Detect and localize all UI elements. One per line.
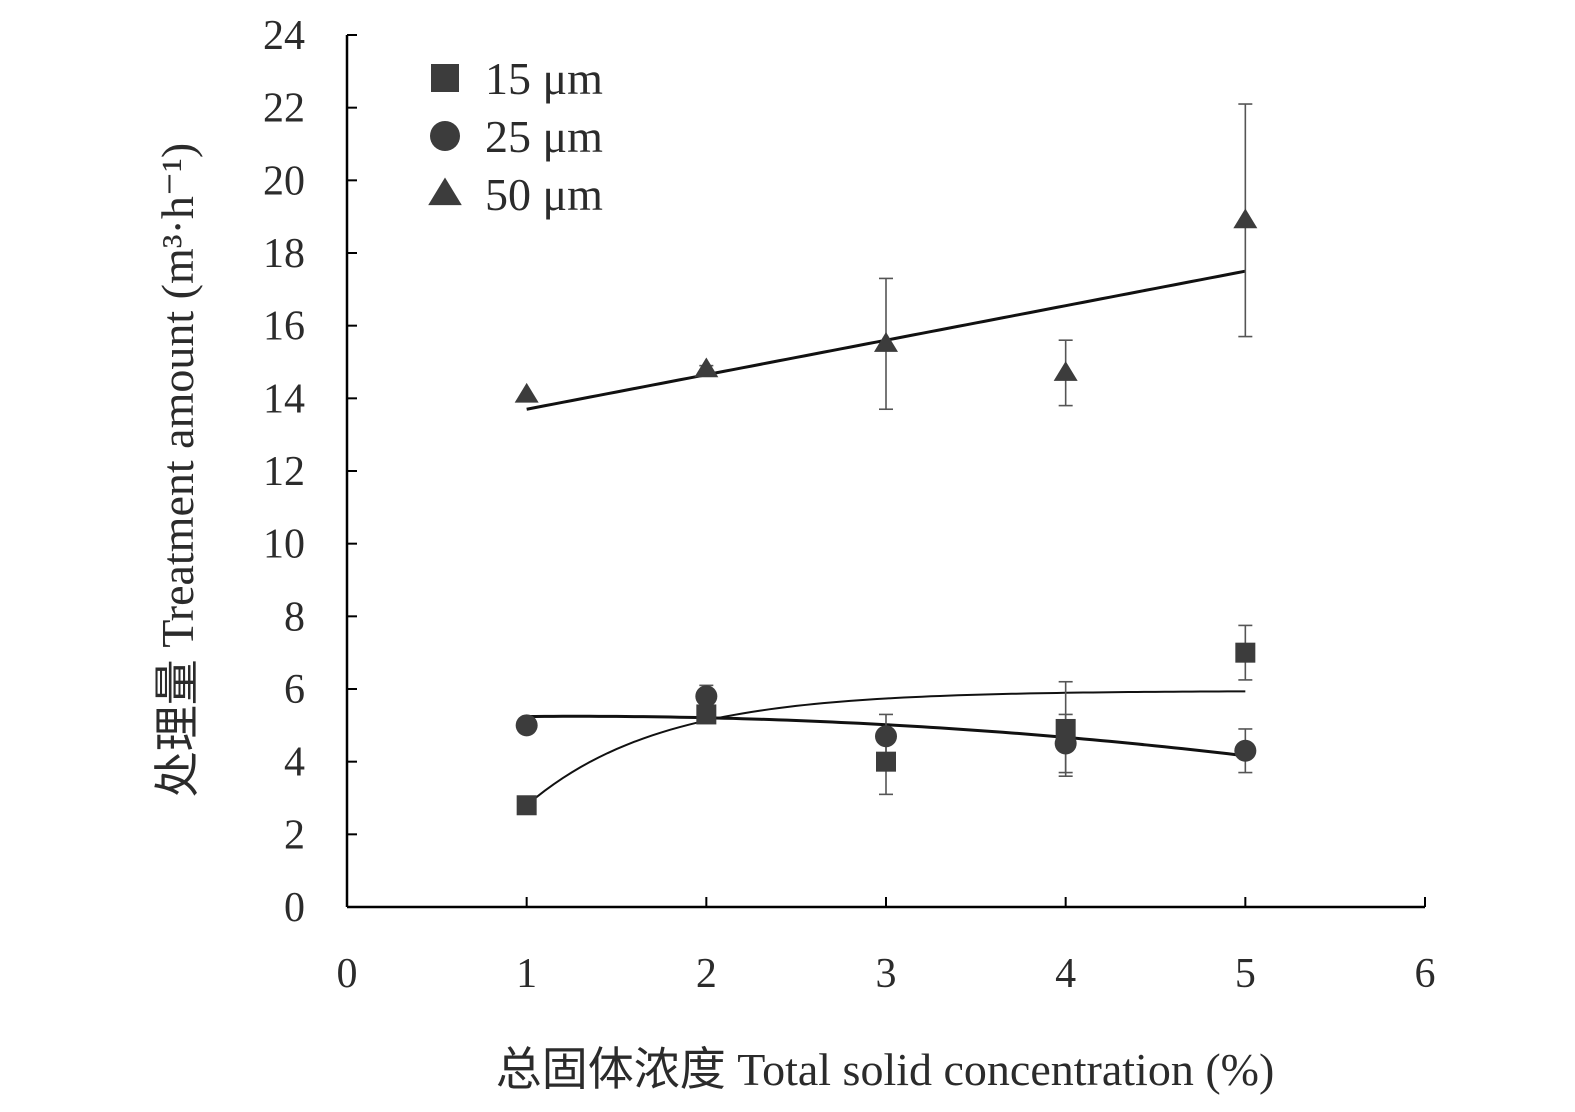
x-tick-label: 3 (876, 951, 897, 997)
legend: 15 μm 25 μm 50 μm (428, 53, 603, 220)
triangle-point (694, 357, 719, 378)
triangle-point (1233, 208, 1258, 229)
triangle-point (874, 332, 898, 352)
circle-point (1054, 732, 1077, 755)
circle-point (1234, 739, 1257, 762)
square-point (1235, 642, 1256, 663)
y-tick-label: 24 (263, 13, 305, 59)
y-tick-label: 6 (284, 667, 305, 713)
y-tick-label: 12 (263, 449, 305, 495)
y-tick-label: 16 (263, 304, 305, 350)
legend-circle-marker (430, 121, 460, 151)
x-tick-label: 2 (696, 951, 717, 997)
y-tick-label: 0 (284, 885, 305, 931)
y-tick-label: 10 (263, 522, 305, 568)
triangle-point (514, 382, 539, 403)
circle-point (875, 725, 897, 748)
triangle-point (1053, 361, 1078, 381)
circle-point (515, 714, 538, 737)
y-tick-label: 4 (284, 740, 305, 786)
x-axis-title: 总固体浓度 Total solid concentration (%) (496, 1044, 1275, 1095)
x-tick-label: 1 (516, 951, 537, 997)
x-tick-label: 5 (1235, 951, 1256, 997)
legend-label: 50 μm (485, 169, 603, 220)
y-tick-label: 8 (284, 594, 305, 640)
y-axis-title: 处理量 Treatment amount (m³·h⁻¹) (152, 143, 203, 797)
square-point (876, 751, 896, 772)
legend-square-marker (431, 64, 459, 92)
data-points (514, 208, 1258, 816)
legend-label: 15 μm (485, 53, 603, 104)
y-tick-label: 22 (263, 86, 305, 132)
square-point (696, 704, 717, 725)
y-tick-label: 18 (263, 231, 305, 277)
x-tick-label: 6 (1415, 951, 1436, 997)
legend-triangle-marker (428, 177, 462, 206)
circle-point (695, 685, 718, 708)
x-tick-label: 0 (337, 951, 358, 997)
trend-line (526, 690, 1246, 807)
y-tick-label: 2 (284, 812, 305, 858)
square-point (516, 795, 537, 816)
legend-label: 25 μm (485, 111, 603, 162)
y-tick-label: 20 (263, 158, 305, 204)
x-tick-label: 4 (1055, 951, 1076, 997)
y-tick-label: 14 (263, 376, 305, 422)
